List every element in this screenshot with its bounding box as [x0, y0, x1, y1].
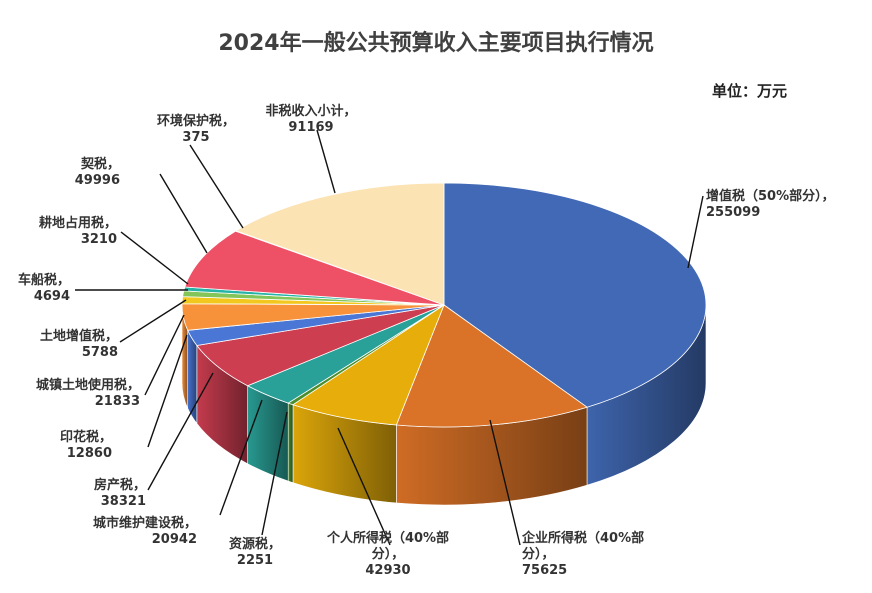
- slice-企业所得税（40%部分）: [395, 304, 588, 428]
- leader-契税: [159, 173, 208, 254]
- data-label-房产税: 房产税， 38321: [94, 477, 146, 509]
- leader-资源税: [261, 411, 288, 536]
- leader-印花税: [147, 334, 188, 448]
- pie-tops: [181, 182, 707, 428]
- leader-土地增值税: [119, 299, 187, 343]
- data-label-城市维护建设税: 城市维护建设税， 20942: [93, 515, 197, 547]
- data-label-印花税: 印花税， 12860: [60, 429, 112, 461]
- data-label-车船税: 车船税， 4694: [18, 272, 70, 304]
- slice-labels: 增值税（50%部分）， 255099 企业所得税（40%部分）， 75625 个人所得税…: [18, 103, 835, 578]
- data-label-土地增值税: 土地增值税， 5788: [40, 328, 118, 360]
- leader-个人所得税（40%部分）: [337, 427, 391, 546]
- data-label-企业所得税（40%部分）: 企业所得税（40%部分）， 75625: [521, 530, 644, 578]
- leader-企业所得税（40%部分）: [489, 419, 521, 546]
- slice-非税收入小计: [235, 182, 445, 306]
- data-label-耕地占用税: 耕地占用税， 3210: [39, 215, 117, 247]
- data-label-环境保护税: 环境保护税， 375: [157, 113, 235, 145]
- data-label-非税收入小计: 非税收入小计， 91169: [265, 103, 356, 135]
- data-label-契税: 契税， 49996: [75, 156, 120, 188]
- slice-增值税（50%部分）: [443, 182, 707, 408]
- data-label-资源税: 资源税， 2251: [229, 536, 281, 568]
- data-label-增值税（50%部分）: 增值税（50%部分）， 255099: [706, 188, 835, 220]
- unit-label: 单位：万元: [712, 82, 787, 100]
- leader-环境保护税: [189, 144, 244, 229]
- leader-非税收入小计: [316, 129, 336, 194]
- leader-耕地占用税: [120, 231, 189, 285]
- slice-契税: [184, 230, 445, 306]
- leader-城市维护建设税: [219, 399, 263, 516]
- leader-房产税: [147, 372, 214, 491]
- leader-lines: [75, 129, 704, 546]
- data-label-城镇土地使用税: 城镇土地使用税， 21833: [36, 377, 140, 409]
- chart-title: 2024年一般公共预算收入主要项目执行情况: [218, 30, 653, 56]
- data-label-个人所得税（40%部分）: 个人所得税（40%部分）， 42930: [326, 530, 449, 578]
- slice-个人所得税（40%部分）: [292, 303, 445, 426]
- leader-增值税（50%部分）: [687, 195, 704, 269]
- leader-城镇土地使用税: [144, 314, 185, 396]
- side-资源税: [287, 402, 294, 484]
